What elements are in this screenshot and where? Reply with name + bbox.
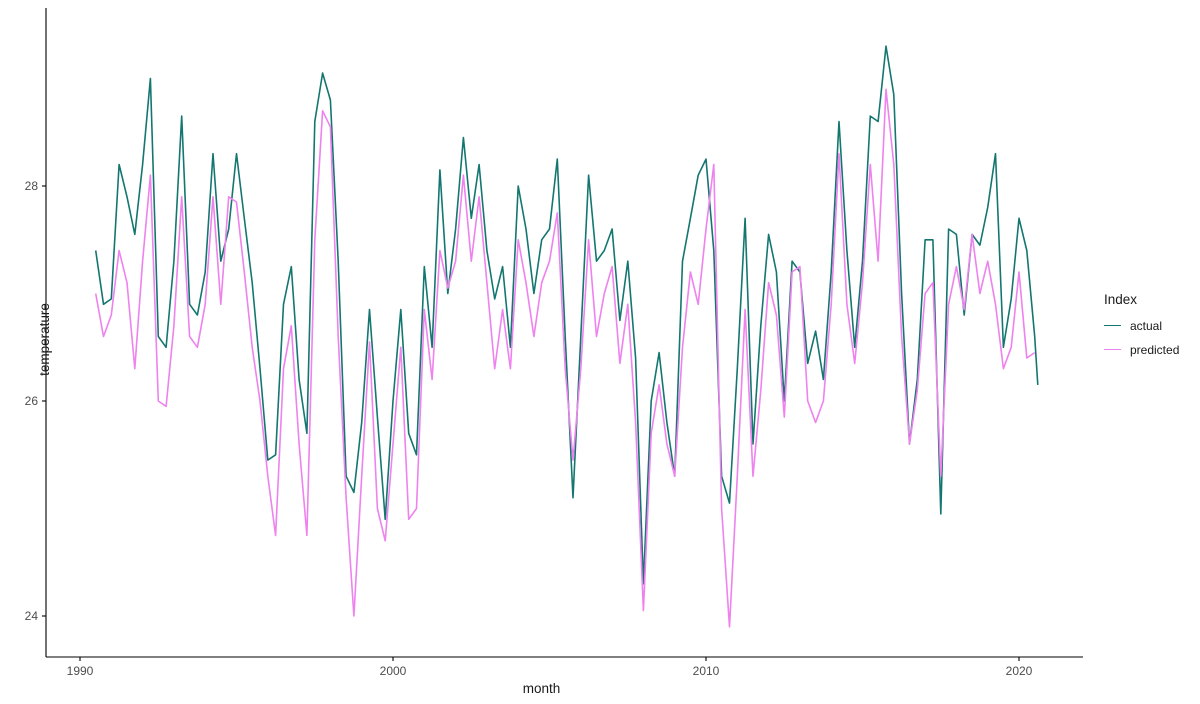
x-tick-label: 2020 [1005, 664, 1033, 678]
x-tick-label: 1990 [66, 664, 94, 678]
x-axis-title: month [522, 681, 561, 696]
x-tick-label: 2010 [692, 664, 720, 678]
legend-item-predicted: predicted [1104, 341, 1197, 358]
y-tick-label: 24 [24, 609, 38, 623]
predicted-line-key-icon [1104, 349, 1121, 350]
y-tick-label: 26 [24, 394, 38, 408]
legend-label-actual: actual [1130, 318, 1163, 333]
axes [42, 8, 1083, 661]
y-tick-label: 28 [24, 179, 38, 193]
legend: Index actual predicted [1097, 292, 1197, 365]
series-lines [94, 45, 1039, 628]
series-line-actual [94, 45, 1039, 585]
x-tick-label: 2000 [379, 664, 407, 678]
legend-title: Index [1104, 292, 1138, 307]
y-axis-title: temperature [36, 303, 52, 376]
legend-label-predicted: predicted [1130, 342, 1180, 357]
legend-item-actual: actual [1104, 317, 1197, 334]
actual-line-key-icon [1104, 325, 1121, 326]
series-line-predicted [94, 88, 1036, 628]
